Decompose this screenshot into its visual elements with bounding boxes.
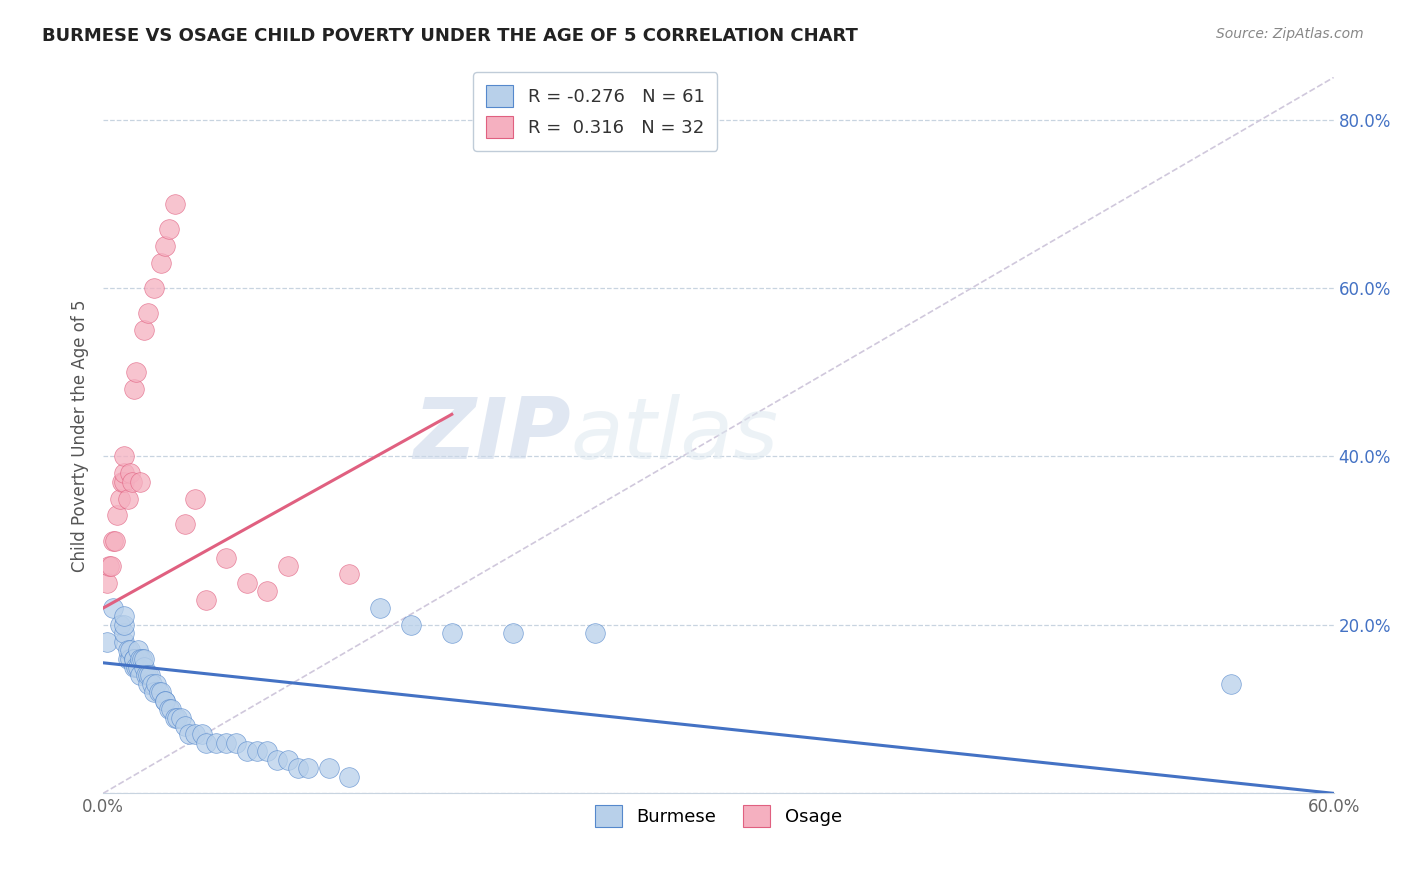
Point — [103, 601, 125, 615]
Point — [149, 685, 172, 699]
Point — [122, 651, 145, 665]
Legend: Burmese, Osage: Burmese, Osage — [588, 798, 849, 834]
Point — [190, 727, 212, 741]
Point — [112, 475, 135, 489]
Y-axis label: Child Poverty Under the Age of 5: Child Poverty Under the Age of 5 — [72, 299, 89, 572]
Point — [125, 660, 148, 674]
Point — [98, 558, 121, 573]
Point — [153, 694, 176, 708]
Point — [1220, 677, 1243, 691]
Point — [179, 727, 201, 741]
Point — [135, 668, 157, 682]
Point — [117, 643, 139, 657]
Point — [174, 719, 197, 733]
Point — [129, 668, 152, 682]
Point — [235, 744, 257, 758]
Text: ZIP: ZIP — [413, 394, 571, 477]
Point — [149, 256, 172, 270]
Point — [256, 744, 278, 758]
Point — [107, 508, 129, 523]
Point — [256, 584, 278, 599]
Point — [136, 677, 159, 691]
Point — [122, 651, 145, 665]
Point — [205, 736, 228, 750]
Point — [194, 736, 217, 750]
Point — [121, 475, 143, 489]
Point — [159, 702, 181, 716]
Text: atlas: atlas — [571, 394, 779, 477]
Point — [225, 736, 247, 750]
Point — [215, 736, 238, 750]
Point — [122, 382, 145, 396]
Point — [127, 643, 149, 657]
Point — [131, 651, 153, 665]
Point — [153, 694, 176, 708]
Text: Source: ZipAtlas.com: Source: ZipAtlas.com — [1216, 27, 1364, 41]
Point — [139, 668, 162, 682]
Point — [148, 685, 170, 699]
Point — [129, 475, 152, 489]
Point — [96, 634, 118, 648]
Point — [163, 196, 186, 211]
Point — [318, 761, 340, 775]
Point — [215, 550, 238, 565]
Point — [502, 626, 524, 640]
Point — [157, 702, 180, 716]
Point — [337, 770, 360, 784]
Point — [104, 533, 127, 548]
Point — [277, 558, 299, 573]
Point — [174, 516, 197, 531]
Point — [166, 710, 188, 724]
Point — [235, 575, 257, 590]
Point — [118, 643, 141, 657]
Point — [136, 668, 159, 682]
Point — [143, 685, 166, 699]
Point — [157, 222, 180, 236]
Point — [134, 651, 156, 665]
Point — [134, 660, 156, 674]
Point — [112, 634, 135, 648]
Point — [297, 761, 319, 775]
Point — [134, 323, 156, 337]
Point — [141, 677, 163, 691]
Point — [117, 491, 139, 506]
Point — [266, 753, 288, 767]
Point — [100, 558, 122, 573]
Point — [103, 533, 125, 548]
Point — [112, 618, 135, 632]
Text: BURMESE VS OSAGE CHILD POVERTY UNDER THE AGE OF 5 CORRELATION CHART: BURMESE VS OSAGE CHILD POVERTY UNDER THE… — [42, 27, 858, 45]
Point — [136, 306, 159, 320]
Point — [277, 753, 299, 767]
Point — [153, 239, 176, 253]
Point — [184, 727, 207, 741]
Point — [246, 744, 269, 758]
Point — [110, 475, 132, 489]
Point — [112, 467, 135, 481]
Point — [145, 677, 167, 691]
Point — [194, 592, 217, 607]
Point — [583, 626, 606, 640]
Point — [184, 491, 207, 506]
Point — [112, 450, 135, 464]
Point — [112, 609, 135, 624]
Point — [108, 491, 131, 506]
Point — [399, 618, 422, 632]
Point — [287, 761, 309, 775]
Point — [125, 365, 148, 379]
Point — [112, 626, 135, 640]
Point — [170, 710, 193, 724]
Point — [108, 618, 131, 632]
Point — [117, 651, 139, 665]
Point — [440, 626, 463, 640]
Point — [129, 651, 152, 665]
Point — [96, 575, 118, 590]
Point — [368, 601, 391, 615]
Point — [118, 467, 141, 481]
Point — [127, 660, 149, 674]
Point — [337, 567, 360, 582]
Point — [122, 660, 145, 674]
Point — [118, 651, 141, 665]
Point — [163, 710, 186, 724]
Point — [143, 281, 166, 295]
